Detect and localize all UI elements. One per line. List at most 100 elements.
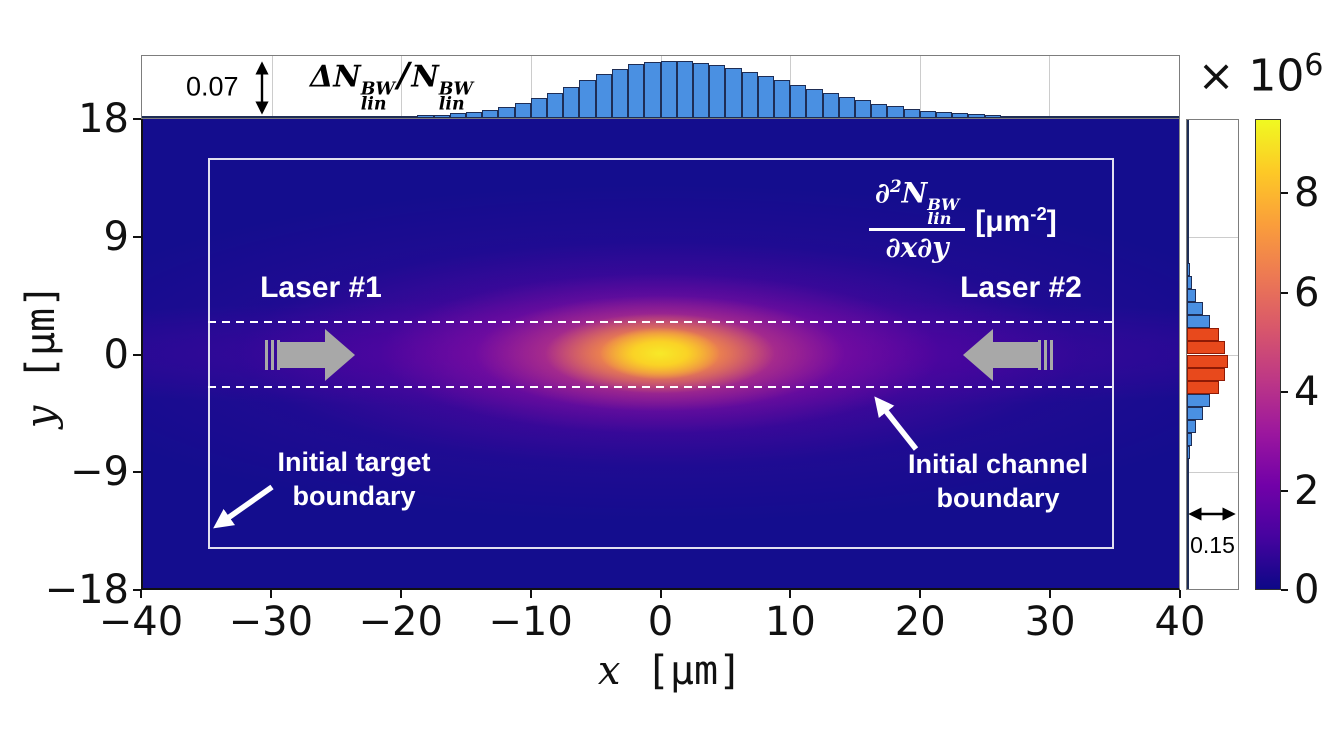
x-tick-mark bbox=[919, 590, 922, 598]
right-hist-bar bbox=[1187, 419, 1197, 433]
y-tick-mark bbox=[133, 471, 141, 474]
right-hist-bar bbox=[1187, 263, 1191, 277]
y-tick-label: 9 bbox=[103, 213, 129, 260]
top-hist-bar bbox=[336, 116, 353, 118]
top-hist-bar bbox=[190, 116, 207, 118]
top-hist-bar bbox=[1000, 115, 1017, 118]
right-hist-bar bbox=[1187, 549, 1189, 563]
right-hist-bar bbox=[1187, 471, 1189, 485]
top-marginal-gridline bbox=[919, 56, 921, 118]
y-tick-mark bbox=[133, 118, 141, 120]
y-tick-label: −18 bbox=[44, 567, 129, 613]
top-hist-bar bbox=[644, 61, 661, 118]
colorbar-tick-mark bbox=[1281, 390, 1288, 393]
colorbar-tick-label: 0 bbox=[1294, 567, 1320, 613]
right-hist-bar bbox=[1187, 133, 1189, 147]
top-hist-bar bbox=[352, 116, 369, 118]
top-hist-bar bbox=[433, 114, 450, 118]
heatmap-panel: Laser #1 Laser #2 ∂2N BW lin ∂x∂y [μm-2] I… bbox=[141, 119, 1180, 590]
x-tick-mark bbox=[659, 590, 662, 598]
colorbar-tick-label: 8 bbox=[1294, 170, 1320, 217]
top-hist-bar bbox=[530, 98, 548, 118]
colorbar-tick-mark bbox=[1281, 489, 1288, 492]
right-hist-bar bbox=[1187, 289, 1197, 303]
colorbar-ticks: 8 6 4 2 0 bbox=[1281, 119, 1328, 613]
x-tick-mark bbox=[1179, 590, 1181, 598]
top-hist-bar bbox=[903, 108, 920, 118]
top-marginal-gridline bbox=[271, 56, 273, 118]
y-tick-label: 0 bbox=[103, 331, 129, 378]
top-hist-bar bbox=[385, 116, 402, 118]
density-formula-fraction: ∂2N BW lin ∂x∂y bbox=[869, 176, 966, 264]
density-formula-denominator: ∂x∂y bbox=[885, 230, 949, 264]
right-hist-bar bbox=[1187, 224, 1189, 238]
right-hist-bar bbox=[1187, 354, 1228, 368]
right-hist-bar bbox=[1187, 393, 1211, 407]
laser2-label: Laser #2 bbox=[960, 271, 1082, 304]
x-tick-mark bbox=[140, 590, 142, 598]
x-tick-mark bbox=[529, 590, 532, 598]
y-tick-label: 18 bbox=[78, 96, 129, 142]
right-hist-bar bbox=[1187, 146, 1189, 160]
x-axis-ticks: −40 −30 −20 −10 0 10 20 30 40 bbox=[99, 590, 1205, 645]
right-hist-bar bbox=[1187, 406, 1203, 420]
x-tick-mark bbox=[789, 590, 792, 598]
x-tick-label: −10 bbox=[488, 599, 573, 645]
top-hist-bar bbox=[368, 116, 386, 118]
initial-target-boundary-rect bbox=[207, 158, 1115, 549]
channel-boundary-line-top bbox=[207, 321, 1115, 324]
top-hist-bar bbox=[449, 113, 467, 118]
top-hist-bar bbox=[1146, 116, 1163, 118]
x-axis-label: x [μm] bbox=[597, 648, 743, 694]
top-hist-bar bbox=[1033, 116, 1050, 118]
density-formula-unit: [μm-2] bbox=[975, 202, 1057, 238]
top-marginal-math-label: ΔN BW lin/N BW lin bbox=[310, 55, 474, 116]
top-hist-bar bbox=[709, 65, 726, 118]
right-hist-bar bbox=[1187, 536, 1189, 550]
right-hist-bar bbox=[1187, 159, 1189, 173]
top-hist-bar bbox=[401, 115, 418, 118]
right-marginal-gridline bbox=[1187, 471, 1238, 473]
density-formula: ∂2N BW lin ∂x∂y [μm-2] bbox=[869, 176, 1057, 264]
right-hist-bar bbox=[1187, 315, 1211, 329]
x-tick-label: −30 bbox=[228, 599, 314, 645]
top-hist-bar bbox=[1081, 116, 1098, 118]
right-hist-bar bbox=[1187, 497, 1189, 511]
right-hist-bar bbox=[1187, 445, 1191, 459]
right-marginal-gridline bbox=[1187, 237, 1238, 239]
top-hist-bar bbox=[255, 116, 272, 118]
top-hist-bar bbox=[806, 89, 823, 118]
colorbar-tick-label: 2 bbox=[1294, 467, 1320, 514]
x-tick-label: −20 bbox=[358, 599, 443, 645]
top-hist-bar bbox=[1065, 116, 1082, 118]
right-hist-bar bbox=[1187, 120, 1189, 134]
top-hist-bar bbox=[676, 61, 693, 118]
right-marginal-panel: 0.15 bbox=[1186, 119, 1239, 590]
top-hist-bar bbox=[417, 115, 434, 118]
top-hist-bar bbox=[1049, 116, 1066, 118]
x-tick-label: −40 bbox=[98, 599, 184, 645]
right-hist-bar bbox=[1187, 302, 1203, 316]
top-marginal-gridline bbox=[401, 56, 403, 118]
top-hist-bar bbox=[741, 71, 758, 118]
right-hist-bar bbox=[1187, 211, 1189, 225]
top-hist-bar bbox=[547, 92, 564, 118]
density-formula-numerator: ∂2N BW lin bbox=[869, 176, 966, 231]
right-hist-bar bbox=[1187, 562, 1189, 576]
colorbar-tick-mark bbox=[1281, 589, 1288, 591]
top-hist-bar bbox=[1162, 116, 1179, 118]
top-hist-bar bbox=[223, 116, 240, 118]
laser2-arrow-shaft bbox=[993, 342, 1041, 368]
right-hist-bar bbox=[1187, 250, 1189, 264]
right-hist-bar bbox=[1187, 458, 1189, 472]
top-hist-bar bbox=[822, 93, 839, 118]
right-hist-bar bbox=[1187, 367, 1226, 381]
top-hist-bar bbox=[1097, 116, 1115, 118]
top-hist-bar bbox=[871, 103, 888, 118]
top-hist-bar bbox=[1114, 116, 1131, 118]
right-hist-bar bbox=[1187, 575, 1189, 589]
top-hist-bar bbox=[287, 116, 305, 118]
channel-boundary-label: Initial channel boundary bbox=[907, 449, 1089, 513]
colorbar-tick-mark bbox=[1281, 192, 1288, 195]
laser1-label: Laser #1 bbox=[260, 271, 382, 304]
